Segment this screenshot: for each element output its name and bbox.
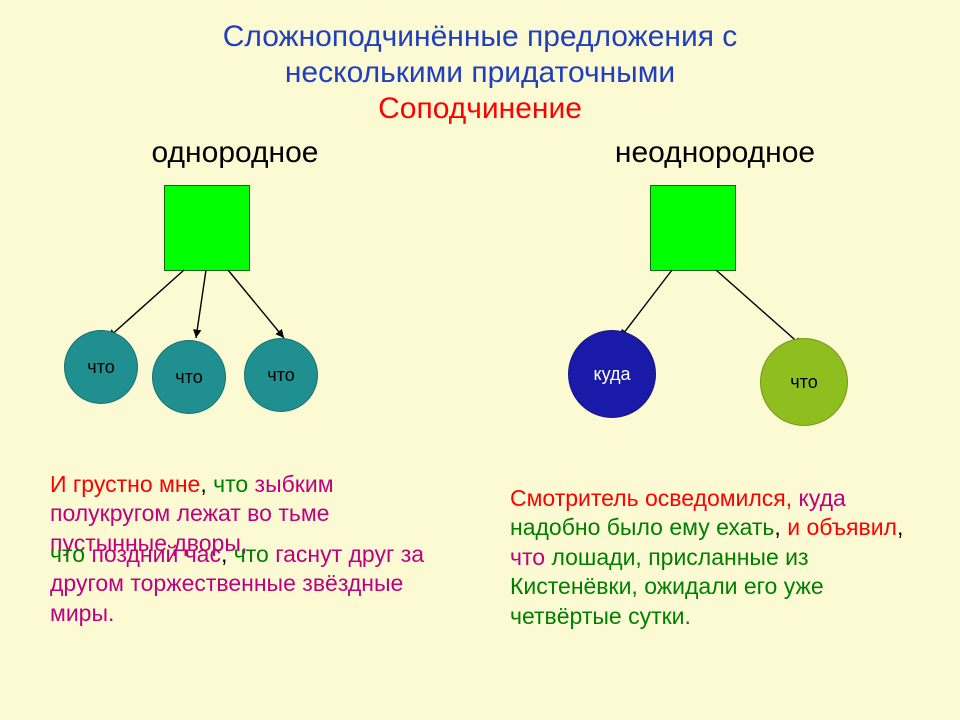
text-run: , (200, 471, 213, 497)
text-run: куда (799, 485, 846, 511)
text-run: и объявил (787, 514, 897, 540)
text-run: надобно было ему ехать (510, 514, 774, 540)
text-run: , (897, 514, 903, 540)
right-circle-1: куда (568, 330, 656, 418)
text-run: что (510, 544, 551, 570)
text-run: лошади, присланные из Кистенёвки, ожидал… (510, 544, 824, 629)
text-run: что (234, 541, 275, 567)
right-example-para: Смотритель осведомился, куда надобно был… (510, 484, 910, 631)
right-circle-1-label: куда (594, 364, 631, 385)
right-circle-2-label: что (790, 372, 817, 393)
text-run: , (774, 514, 787, 540)
text-run: И грустно мне (50, 471, 200, 497)
right-circle-2: что (760, 338, 848, 426)
text-run: поздний час (91, 541, 221, 567)
text-run: , (221, 541, 234, 567)
text-run: что (50, 541, 91, 567)
text-run: Смотритель осведомился, (510, 485, 799, 511)
text-run: что (213, 471, 254, 497)
left-example-para2: что поздний час, что гаснут друг за друг… (50, 540, 440, 628)
